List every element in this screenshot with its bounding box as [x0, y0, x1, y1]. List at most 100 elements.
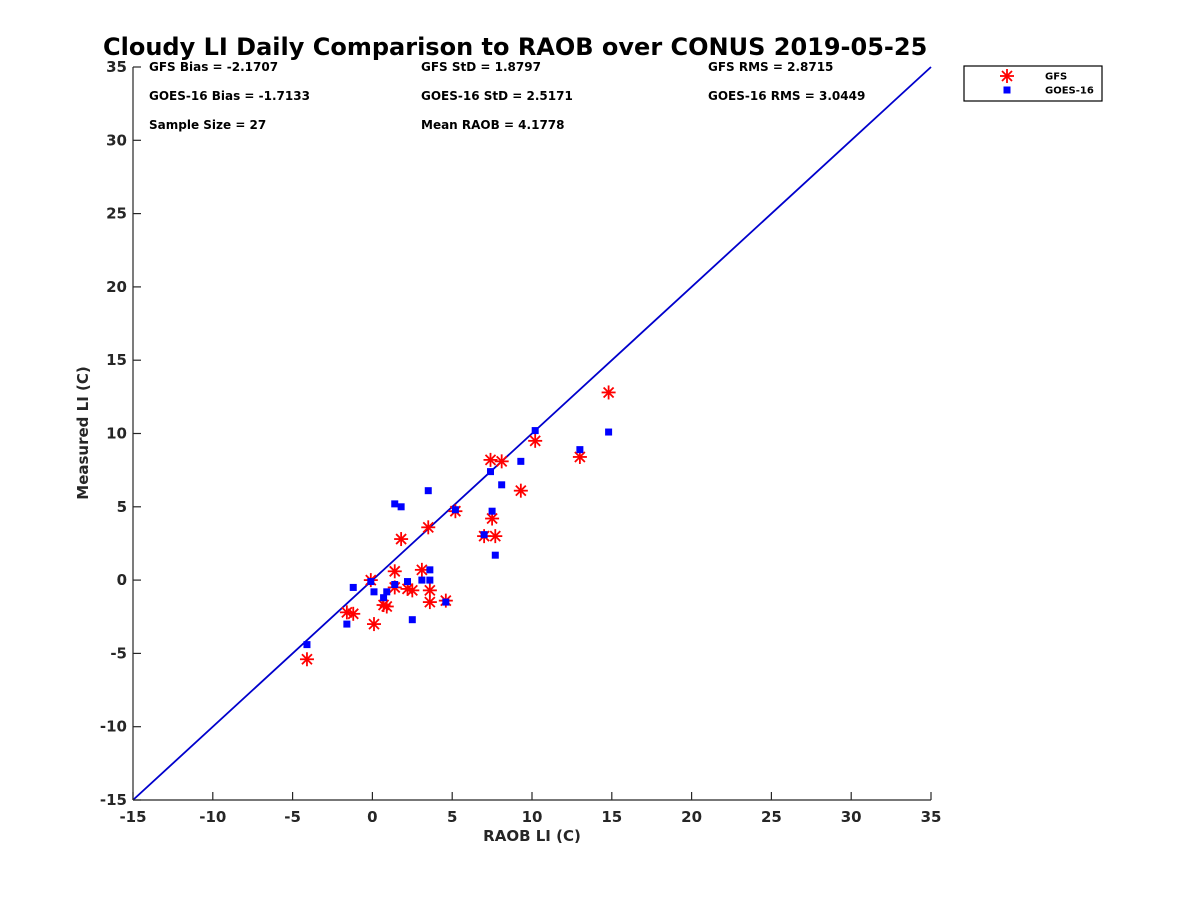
goes16-point: [380, 594, 388, 602]
asterisk-stroke: [496, 455, 508, 467]
asterisk-stroke: [381, 600, 393, 613]
x-tick-label: 5: [447, 808, 457, 826]
asterisk-stroke: [395, 533, 407, 545]
x-tick-label: 35: [921, 808, 942, 826]
gfs-point: [346, 606, 361, 621]
y-tick-label: 20: [106, 278, 127, 296]
stat-text: GOES-16 RMS = 3.0449: [708, 89, 865, 103]
y-tick-label: 10: [106, 425, 127, 443]
goes16-point: [517, 457, 525, 465]
gfs-point: [421, 520, 436, 535]
asterisk-stroke: [341, 606, 353, 618]
asterisk-stroke: [424, 584, 436, 596]
goes16-point: [367, 578, 375, 586]
gfs-point: [422, 583, 437, 598]
goes16-point: [531, 427, 539, 435]
asterisk-stroke: [515, 485, 527, 497]
gfs-point: [379, 599, 394, 614]
goes16-point: [576, 446, 584, 454]
legend-label: GFS: [1045, 72, 1067, 83]
goes16-point: [397, 503, 405, 511]
y-tick-label: -15: [100, 791, 127, 809]
asterisk-stroke: [347, 608, 359, 620]
x-tick-label: 15: [601, 808, 622, 826]
asterisk-stroke: [484, 454, 497, 466]
asterisk-stroke: [424, 596, 436, 608]
x-tick-label: 20: [681, 808, 702, 826]
x-tick-label: -15: [119, 808, 146, 826]
goes16-point: [383, 588, 391, 596]
stat-text: GFS Bias = -2.1707: [149, 60, 278, 74]
x-axis-label: RAOB LI (C): [483, 827, 581, 845]
y-tick-label: 30: [106, 131, 127, 149]
goes16-point: [488, 507, 496, 515]
goes16-point: [408, 616, 416, 624]
goes16-point: [418, 576, 426, 584]
stat-text: Mean RAOB = 4.1778: [421, 118, 565, 132]
y-tick-label: -5: [110, 644, 127, 662]
legend-label: GOES-16: [1045, 86, 1094, 97]
x-tick-label: 30: [841, 808, 862, 826]
asterisk-stroke: [489, 530, 501, 542]
gfs-point: [494, 454, 509, 469]
goes16-point: [480, 531, 488, 539]
goes16-point: [391, 580, 399, 588]
gfs-point: [394, 532, 409, 547]
stat-text: GFS RMS = 2.8715: [708, 60, 833, 74]
y-tick-label: -10: [100, 718, 127, 736]
legend-marker-gfs: [1000, 69, 1014, 83]
gfs-point: [513, 483, 528, 498]
y-tick-label: 0: [117, 571, 127, 589]
goes16-point: [487, 468, 495, 476]
asterisk-stroke: [406, 584, 418, 596]
asterisk-stroke: [529, 435, 541, 447]
asterisk-stroke: [422, 521, 434, 533]
asterisk-stroke: [602, 386, 615, 399]
stats-annotations: GFS Bias = -2.1707 GFS StD = 1.8797 GFS RM…: [149, 60, 865, 132]
series-goes-16: [303, 427, 613, 649]
stat-text: GOES-16 StD = 2.5171: [421, 89, 573, 103]
goes16-point: [442, 598, 450, 606]
axes: -15 -10 -5 0 5 10 15 20 25 30 35 -15 -10 -5 0 5 10 15 20 25…: [100, 58, 942, 826]
plot-area: GFS Bias = -2.1707 GFS StD = 1.8797 GFS RM…: [100, 58, 942, 826]
x-tick-label: 25: [761, 808, 782, 826]
goes16-point: [391, 500, 399, 508]
goes16-point: [426, 566, 434, 574]
goes16-point: [491, 551, 499, 559]
gfs-point: [405, 583, 420, 598]
goes16-point: [303, 641, 311, 649]
asterisk-stroke: [416, 564, 428, 576]
y-tick-label: 5: [117, 498, 127, 516]
asterisk-stroke: [389, 565, 401, 577]
gfs-point: [528, 433, 543, 448]
asterisk-stroke: [368, 618, 380, 630]
gfs-point: [387, 564, 402, 579]
asterisk-stroke: [1001, 70, 1013, 82]
gfs-point: [483, 452, 498, 467]
gfs-point: [488, 529, 503, 544]
series-gfs: [299, 385, 616, 667]
goes16-point: [349, 583, 357, 591]
goes16-point: [451, 506, 459, 514]
stat-text: GFS StD = 1.8797: [421, 60, 541, 74]
y-tick-label: 25: [106, 205, 127, 223]
stat-text: Sample Size = 27: [149, 118, 266, 132]
goes16-point: [404, 578, 412, 586]
chart-title: Cloudy LI Daily Comparison to RAOB over …: [103, 33, 927, 61]
goes16-point: [424, 487, 432, 495]
y-axis-label: Measured LI (C): [74, 366, 92, 499]
goes16-point: [343, 620, 351, 628]
gfs-point: [422, 595, 437, 610]
legend-marker-goes16: [1003, 86, 1011, 94]
x-tick-label: 0: [367, 808, 377, 826]
goes16-point: [498, 481, 506, 489]
stat-text: GOES-16 Bias = -1.7133: [149, 89, 310, 103]
legend: GFS GOES-16: [963, 65, 1103, 102]
goes16-point: [426, 576, 434, 584]
gfs-point: [299, 652, 314, 667]
gfs-point: [601, 385, 616, 400]
asterisk-stroke: [301, 653, 313, 665]
legend-box: [963, 65, 1103, 102]
